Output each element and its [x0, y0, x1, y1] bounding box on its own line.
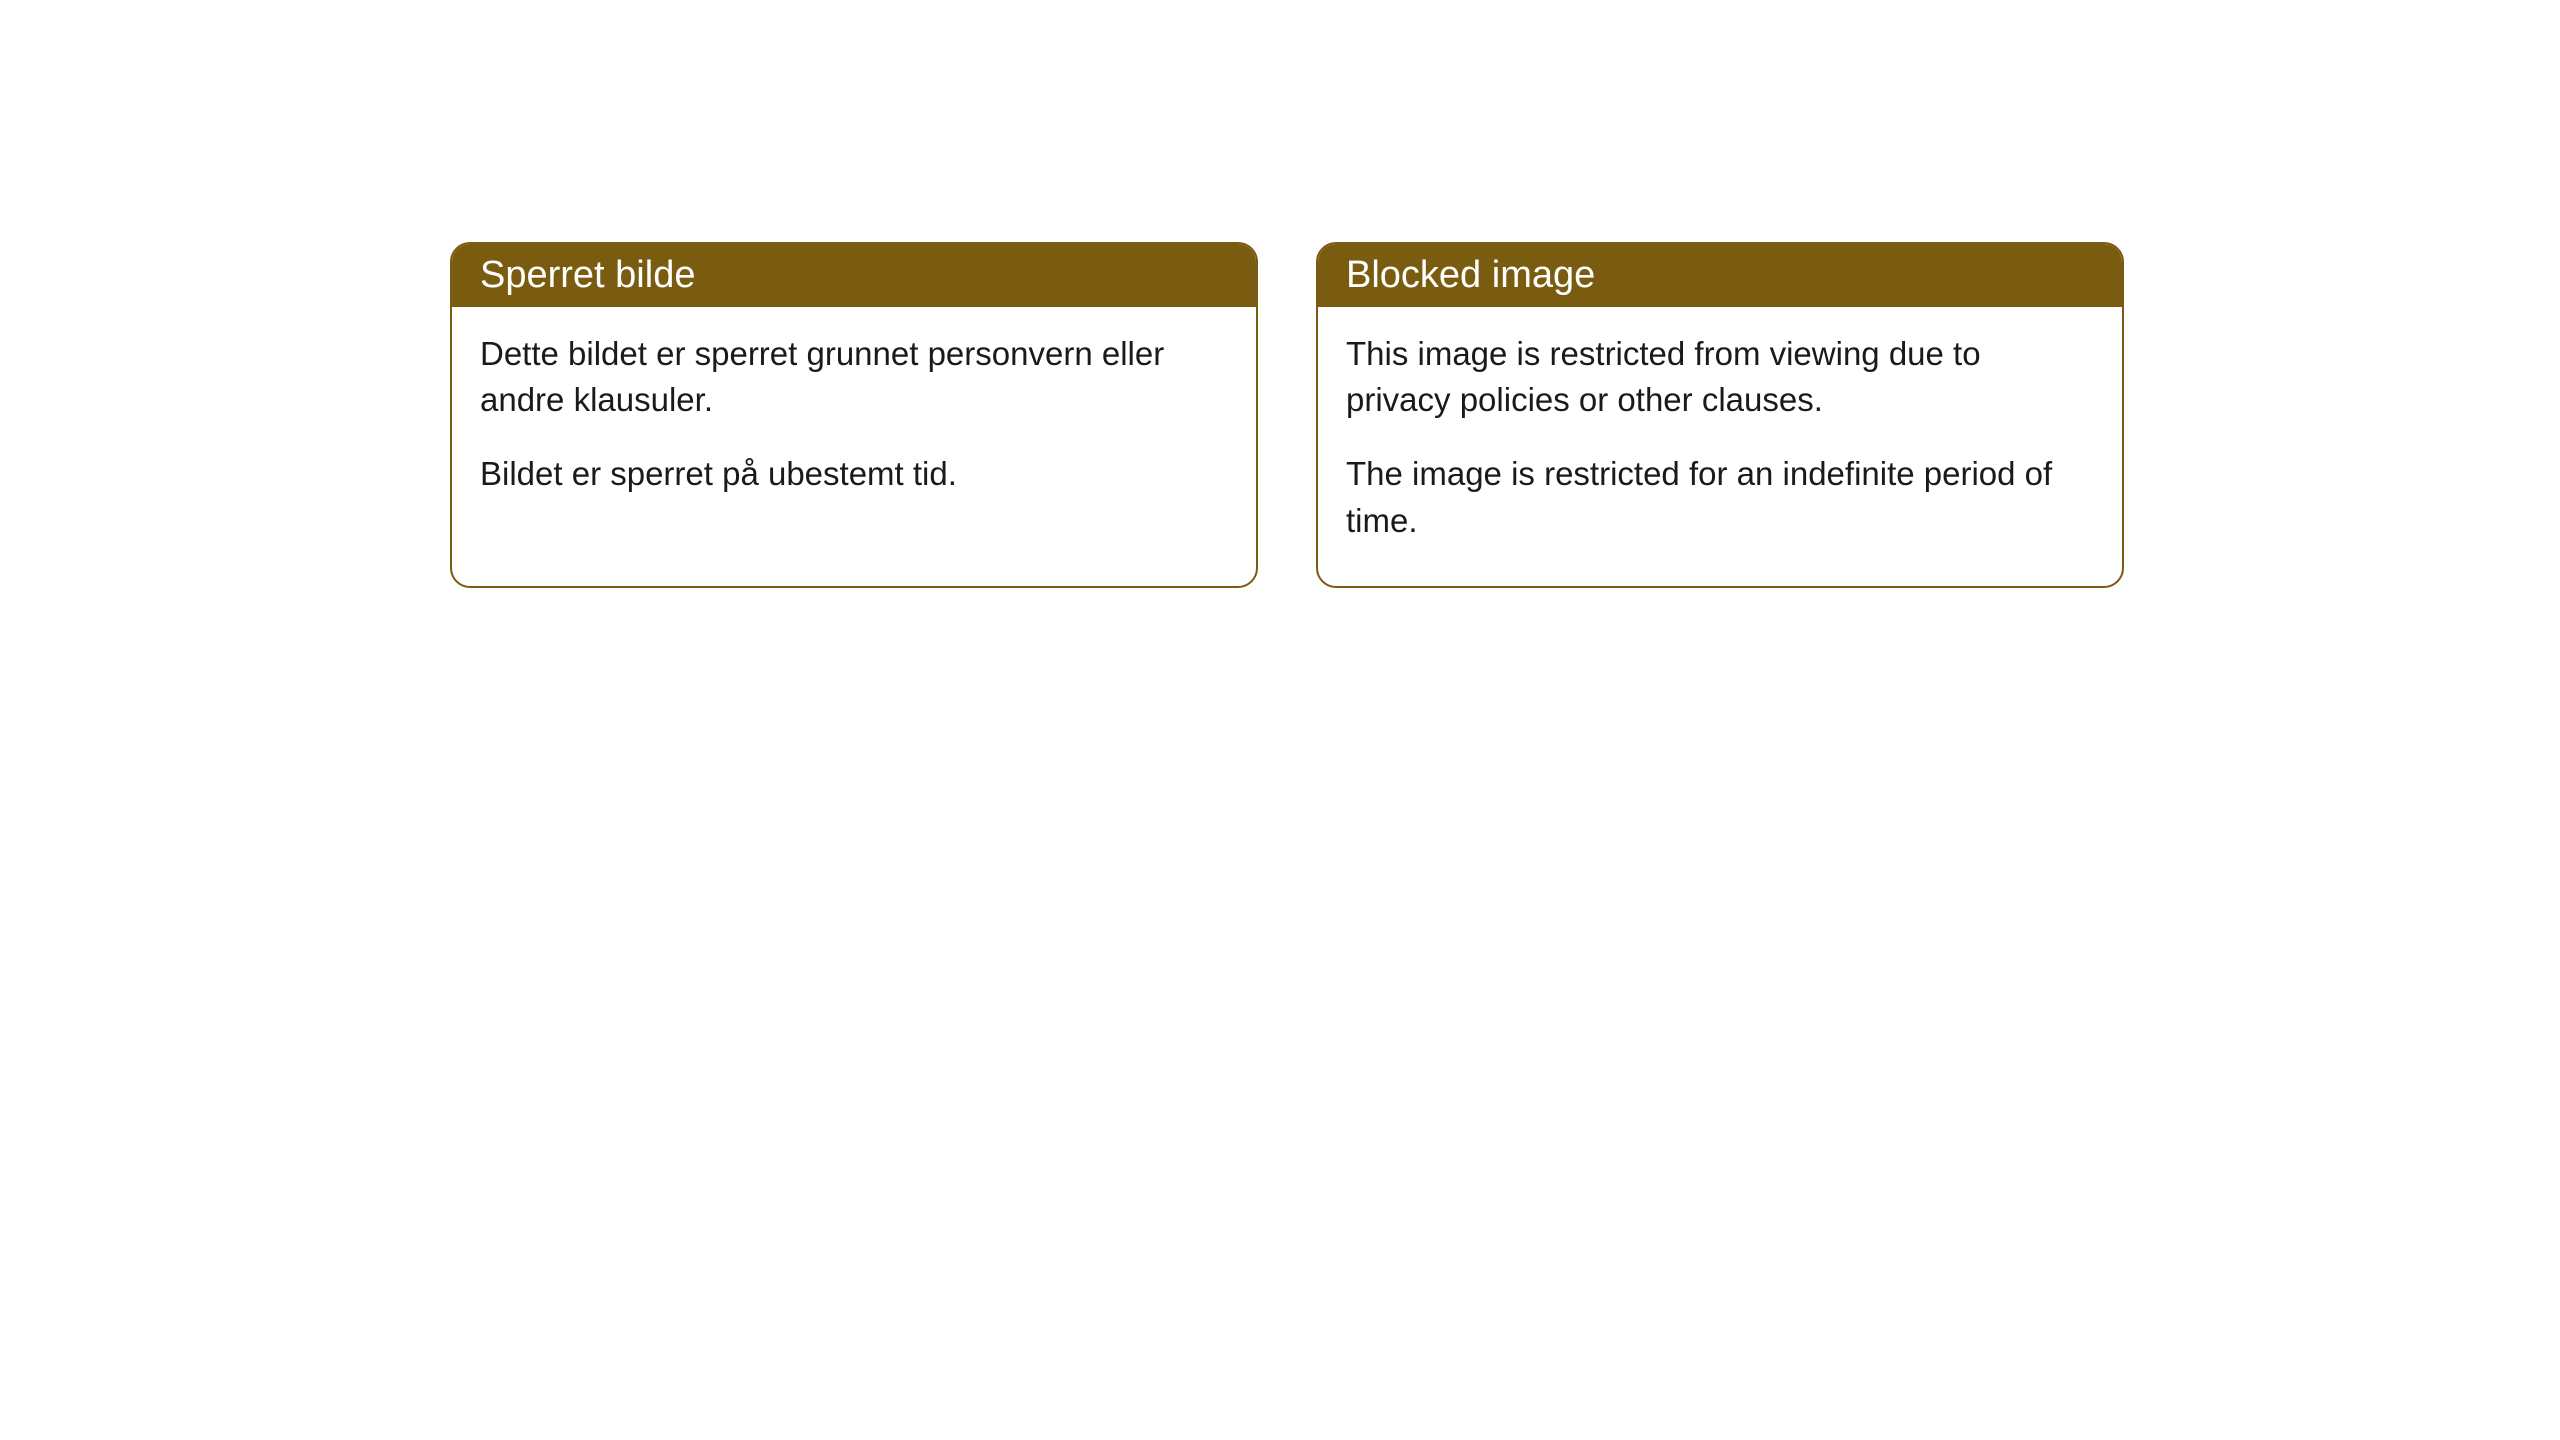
notice-paragraph: The image is restricted for an indefinit…	[1346, 451, 2094, 543]
notice-paragraph: Bildet er sperret på ubestemt tid.	[480, 451, 1228, 497]
notice-header-english: Blocked image	[1318, 244, 2122, 307]
notice-cards-container: Sperret bilde Dette bildet er sperret gr…	[450, 242, 2124, 588]
blocked-image-notice-english: Blocked image This image is restricted f…	[1316, 242, 2124, 588]
notice-title: Blocked image	[1346, 254, 1595, 296]
notice-paragraph: This image is restricted from viewing du…	[1346, 331, 2094, 423]
blocked-image-notice-norwegian: Sperret bilde Dette bildet er sperret gr…	[450, 242, 1258, 588]
notice-title: Sperret bilde	[480, 254, 695, 296]
notice-body-norwegian: Dette bildet er sperret grunnet personve…	[452, 307, 1256, 540]
notice-paragraph: Dette bildet er sperret grunnet personve…	[480, 331, 1228, 423]
notice-header-norwegian: Sperret bilde	[452, 244, 1256, 307]
notice-body-english: This image is restricted from viewing du…	[1318, 307, 2122, 586]
